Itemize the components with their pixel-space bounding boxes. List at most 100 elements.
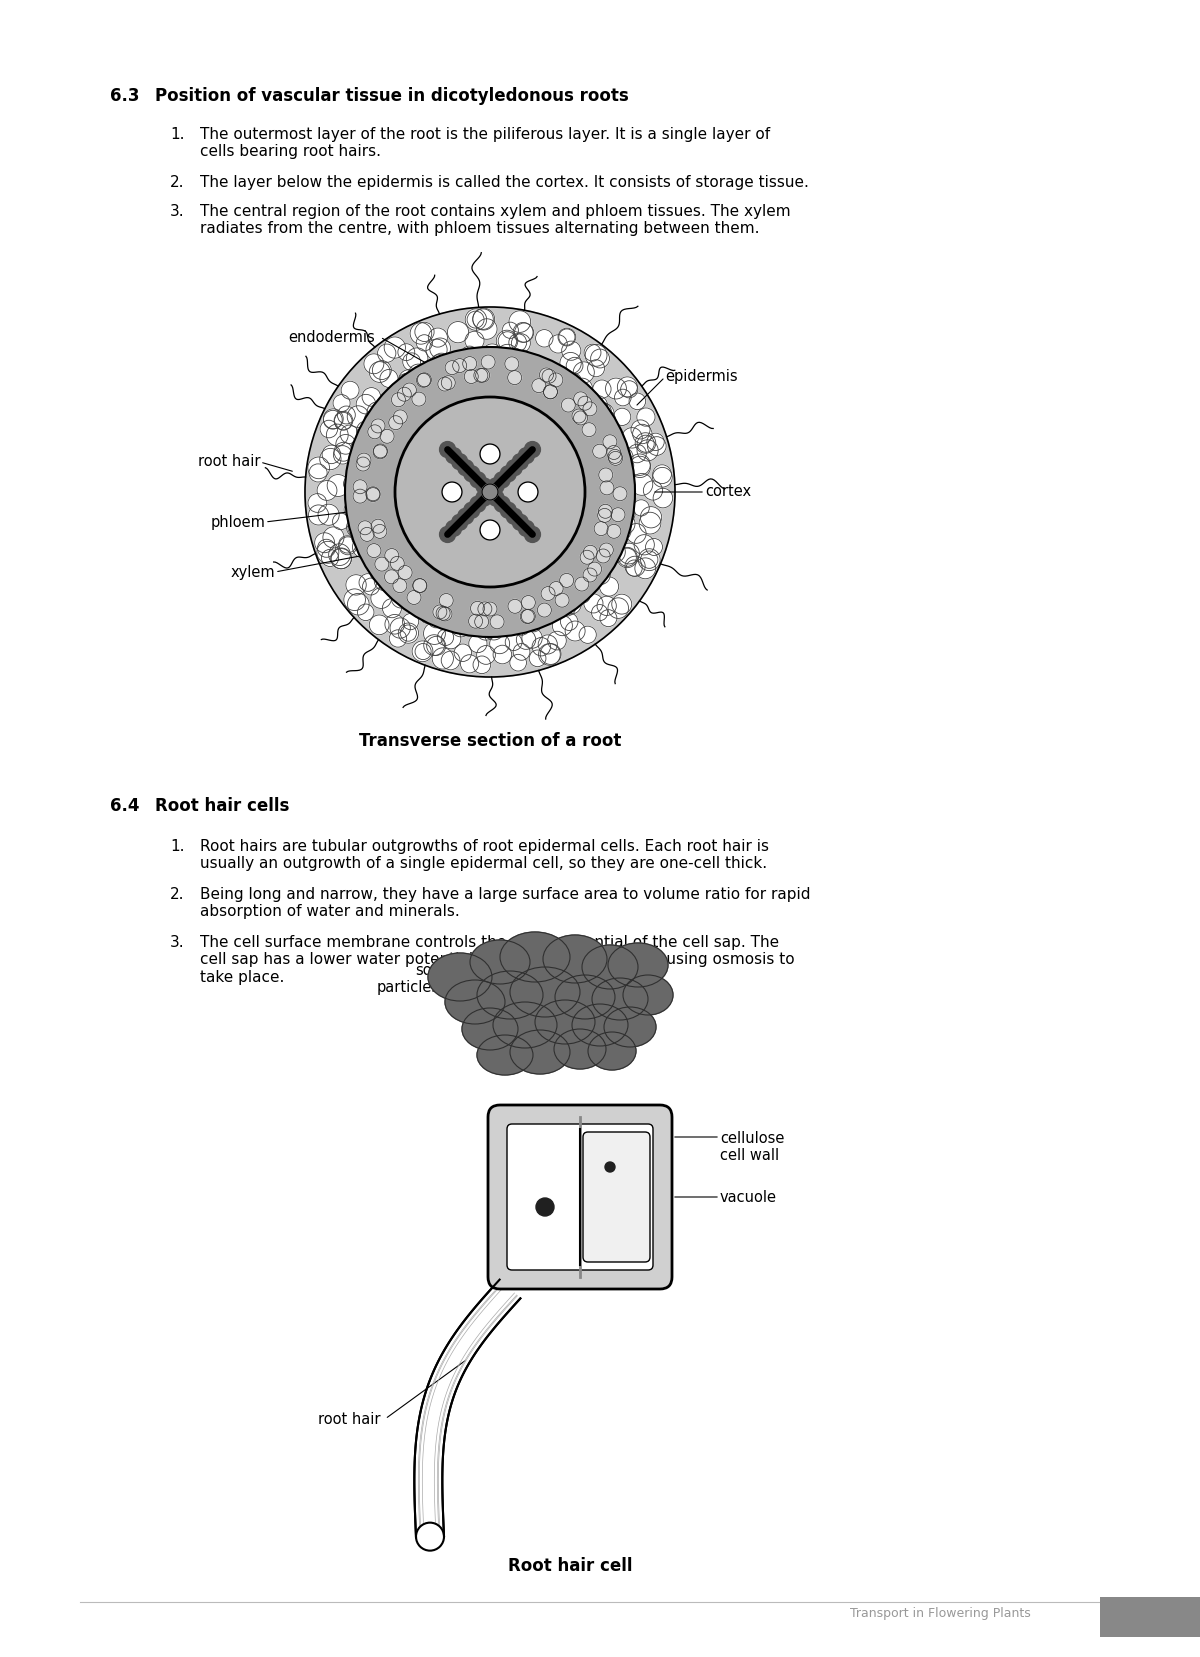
Circle shape <box>383 598 402 618</box>
Circle shape <box>382 555 398 572</box>
Circle shape <box>370 361 390 383</box>
Ellipse shape <box>510 1031 570 1074</box>
Circle shape <box>360 509 380 529</box>
Circle shape <box>402 613 419 630</box>
Circle shape <box>356 421 376 441</box>
Circle shape <box>352 530 368 545</box>
Circle shape <box>372 495 394 515</box>
Text: 1.: 1. <box>170 128 185 143</box>
Circle shape <box>521 610 535 623</box>
Circle shape <box>584 593 602 613</box>
Circle shape <box>584 452 604 474</box>
Circle shape <box>593 403 614 424</box>
Ellipse shape <box>572 1004 628 1046</box>
Text: Transverse section of a root: Transverse section of a root <box>359 732 622 751</box>
Circle shape <box>482 484 498 500</box>
Circle shape <box>509 333 527 351</box>
Circle shape <box>605 476 620 492</box>
Ellipse shape <box>623 974 673 1016</box>
Circle shape <box>584 345 601 361</box>
Circle shape <box>598 597 617 615</box>
Circle shape <box>521 610 534 623</box>
Circle shape <box>415 643 431 659</box>
Circle shape <box>452 358 467 373</box>
Circle shape <box>334 394 350 411</box>
Circle shape <box>518 520 534 537</box>
Circle shape <box>559 330 575 345</box>
Circle shape <box>509 312 530 333</box>
Circle shape <box>580 442 601 464</box>
Circle shape <box>482 484 498 500</box>
Circle shape <box>629 454 650 476</box>
Text: Transport in Flowering Plants: Transport in Flowering Plants <box>850 1607 1031 1621</box>
Circle shape <box>606 378 626 399</box>
Ellipse shape <box>510 968 580 1017</box>
Circle shape <box>475 615 488 628</box>
Circle shape <box>473 656 491 674</box>
Circle shape <box>516 630 535 650</box>
Circle shape <box>391 542 407 558</box>
Circle shape <box>520 585 536 601</box>
Circle shape <box>410 323 432 345</box>
Circle shape <box>331 548 352 568</box>
Circle shape <box>631 419 650 439</box>
Circle shape <box>415 321 434 341</box>
Circle shape <box>485 360 504 379</box>
Circle shape <box>539 643 560 666</box>
Circle shape <box>419 394 437 413</box>
Circle shape <box>428 328 448 346</box>
Circle shape <box>402 383 416 398</box>
Circle shape <box>514 600 533 620</box>
Text: 1.: 1. <box>170 838 185 853</box>
Circle shape <box>385 548 398 562</box>
Circle shape <box>318 539 336 557</box>
Circle shape <box>532 379 546 393</box>
Circle shape <box>653 464 672 484</box>
Circle shape <box>451 363 469 381</box>
Circle shape <box>613 514 635 535</box>
Circle shape <box>625 557 646 577</box>
Circle shape <box>626 524 646 543</box>
Text: Root hairs are tubular outgrowths of root epidermal cells. Each root hair is
usu: Root hairs are tubular outgrowths of roo… <box>200 838 769 872</box>
Circle shape <box>632 424 652 444</box>
Circle shape <box>338 537 356 555</box>
Circle shape <box>578 396 592 411</box>
Circle shape <box>470 495 486 512</box>
Circle shape <box>494 472 510 487</box>
Circle shape <box>334 442 353 461</box>
Circle shape <box>398 393 415 411</box>
Circle shape <box>460 346 479 365</box>
Circle shape <box>412 393 426 406</box>
Circle shape <box>476 646 496 664</box>
Circle shape <box>594 522 608 535</box>
Text: soil
particles: soil particles <box>377 963 440 996</box>
Circle shape <box>413 578 427 593</box>
Text: The outermost layer of the root is the piliferous layer. It is a single layer of: The outermost layer of the root is the p… <box>200 128 770 159</box>
Ellipse shape <box>462 1007 518 1051</box>
Circle shape <box>493 645 511 664</box>
Circle shape <box>574 391 588 406</box>
Circle shape <box>494 376 514 394</box>
Circle shape <box>371 519 385 534</box>
Circle shape <box>628 444 647 462</box>
Circle shape <box>473 374 494 394</box>
Ellipse shape <box>608 943 668 988</box>
Circle shape <box>617 547 637 568</box>
Circle shape <box>323 527 344 548</box>
Polygon shape <box>414 1279 521 1538</box>
Circle shape <box>516 350 532 366</box>
Circle shape <box>488 374 510 394</box>
Circle shape <box>358 605 374 621</box>
Circle shape <box>358 520 372 535</box>
Ellipse shape <box>470 940 530 984</box>
Circle shape <box>361 457 379 476</box>
Circle shape <box>613 522 631 540</box>
FancyBboxPatch shape <box>488 1105 672 1289</box>
Circle shape <box>594 432 610 449</box>
Circle shape <box>600 610 617 626</box>
Circle shape <box>572 409 586 423</box>
Circle shape <box>353 489 367 504</box>
Ellipse shape <box>542 935 607 983</box>
Circle shape <box>518 447 534 464</box>
Circle shape <box>602 474 623 494</box>
